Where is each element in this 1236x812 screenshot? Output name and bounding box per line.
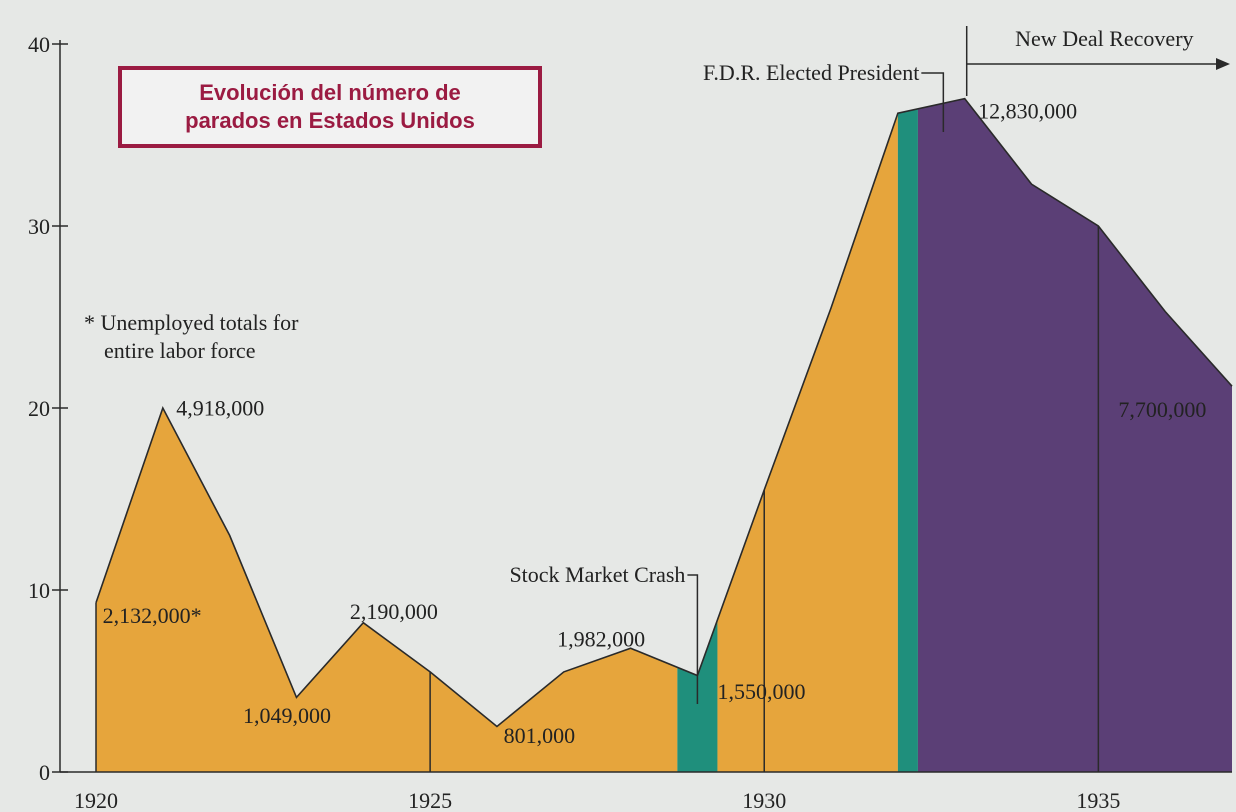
y-tick-label-0: 0 xyxy=(39,760,50,785)
chart-title-line-1: Evolución del número de xyxy=(199,80,461,105)
footnote-line-2: entire labor force xyxy=(104,338,255,363)
value-label-5: 1,982,000 xyxy=(557,626,645,651)
value-label-4: 801,000 xyxy=(504,723,576,748)
x-tick-label-1930: 1930 xyxy=(742,788,786,812)
fdr-leader-line xyxy=(921,72,945,132)
y-tick-label-40: 40 xyxy=(28,32,50,57)
y-tick-label-10: 10 xyxy=(28,578,50,603)
axes: 0 10 20 30 40 1920 1925 1930 1935 xyxy=(28,32,1232,812)
value-label-1: 4,918,000 xyxy=(176,395,264,420)
region-teal-3 xyxy=(897,98,918,772)
annotation-fdr-elected: F.D.R. Elected President xyxy=(703,60,919,85)
region-orange-2 xyxy=(717,98,898,772)
value-label-6: 1,550,000 xyxy=(717,679,805,704)
chart-title-box: Evolución del número de parados en Estad… xyxy=(118,66,542,148)
year-lines xyxy=(95,226,1100,772)
value-label-2: 1,049,000 xyxy=(243,703,331,728)
value-label-0: 2,132,000* xyxy=(103,603,202,628)
annotation-stock-market-crash: Stock Market Crash xyxy=(509,562,685,587)
x-tick-label-1920: 1920 xyxy=(74,788,118,812)
y-tick-label-20: 20 xyxy=(28,396,50,421)
value-labels: 2,132,000* 4,918,000 1,049,000 2,190,000 801… xyxy=(103,99,1207,748)
new-deal-arrowhead xyxy=(1216,58,1230,70)
value-label-3: 2,190,000 xyxy=(350,599,438,624)
series-line xyxy=(95,97,1233,728)
footnote-line-1: * Unemployed totals for xyxy=(84,310,299,335)
annotations: Stock Market Crash F.D.R. Elected Preside… xyxy=(509,26,1230,704)
annotation-new-deal: New Deal Recovery xyxy=(1015,26,1193,51)
y-tick-label-30: 30 xyxy=(28,214,50,239)
x-tick-label-1925: 1925 xyxy=(408,788,452,812)
x-tick-label-1935: 1935 xyxy=(1076,788,1120,812)
footnote: * Unemployed totals for entire labor for… xyxy=(84,310,299,363)
chart-title-line-2: parados en Estados Unidos xyxy=(185,108,475,133)
crash-leader-line xyxy=(687,574,699,704)
value-label-8: 7,700,000 xyxy=(1118,397,1206,422)
value-label-7: 12,830,000 xyxy=(978,99,1077,124)
